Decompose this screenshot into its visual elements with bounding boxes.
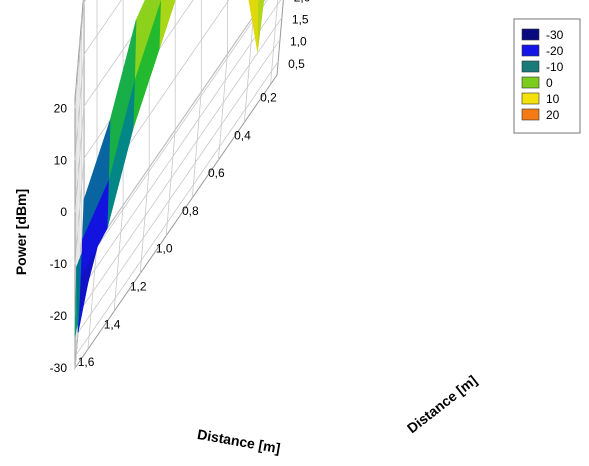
legend: -30 -20 -10 0 10 20 [513, 18, 581, 134]
x-tick-label: 0,2 [260, 90, 277, 104]
y-axis-title: Distance [m] [404, 372, 480, 436]
legend-swatch [521, 92, 540, 105]
z-tick-label: 10 [54, 153, 68, 167]
x-tick-label: 1,0 [156, 242, 173, 256]
z-tick-label: -10 [50, 257, 68, 271]
y-gridline [75, 61, 279, 357]
surface-patch [257, 0, 265, 52]
surface-patch [248, 0, 259, 52]
legend-label: 0 [546, 76, 553, 90]
axis-ticks: -30 -20 -10 0 10 20 1,6 1,4 1,2 1,0 0,8 0,6 0,4 0,2 0,… [50, 0, 311, 375]
x-tick-label: 0,8 [182, 204, 199, 218]
x-tick-label: 0,4 [234, 128, 251, 142]
z-axis-title: Power [dBm] [13, 189, 29, 275]
legend-label: -10 [546, 60, 564, 74]
legend-label: 10 [546, 92, 560, 106]
z-tick-label: 0 [60, 205, 67, 219]
z-tick-label: -20 [50, 309, 68, 323]
x-axis-title: Distance [m] [196, 426, 282, 456]
surface-patch [82, 120, 111, 239]
y-tick-label: 1,5 [292, 13, 309, 27]
legend-label: 20 [546, 108, 560, 122]
legend-label: -20 [546, 44, 564, 58]
y-tick-label: 2,0 [294, 0, 311, 5]
legend-swatch [521, 44, 540, 57]
legend-swatch [521, 60, 540, 73]
y-tick-label: 1,0 [290, 35, 307, 49]
surface-plot [74, 0, 265, 337]
legend-swatch [521, 108, 540, 121]
legend-swatch [521, 28, 540, 41]
z-tick-label: 20 [54, 101, 68, 115]
z-tick-label: -30 [50, 361, 68, 375]
x-tick-label: 1,6 [78, 355, 95, 369]
x-tick-label: 0,6 [208, 166, 225, 180]
legend-swatch [521, 76, 540, 89]
x-tick-label: 1,4 [104, 317, 121, 331]
y-tick-label: 0,5 [288, 57, 305, 71]
x-tick-label: 1,2 [130, 279, 147, 293]
legend-label: -30 [546, 28, 564, 42]
